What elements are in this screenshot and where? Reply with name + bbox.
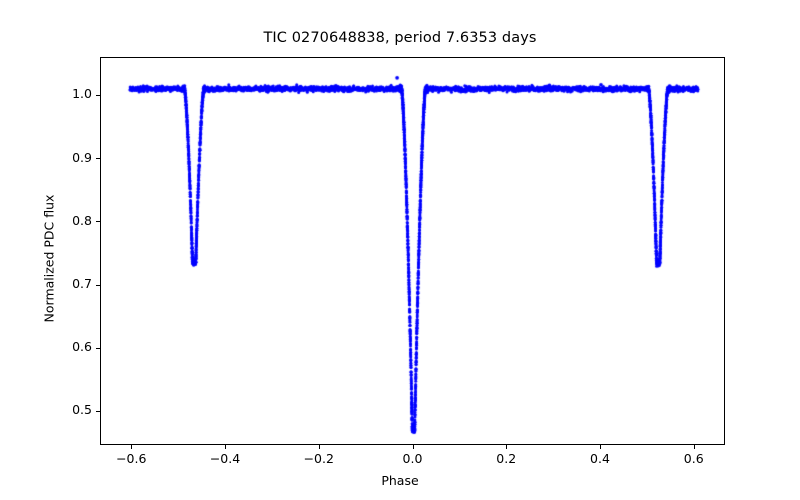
x-tick-label: 0.6 <box>683 451 704 466</box>
y-tick-label: 0.9 <box>72 149 92 165</box>
x-tick-label: −0.6 <box>116 451 147 466</box>
x-tick-mark <box>131 445 133 449</box>
y-tick-mark <box>96 410 100 412</box>
x-tick-label: −0.2 <box>303 451 334 466</box>
x-tick-label: −0.4 <box>209 451 241 466</box>
x-tick-mark <box>225 445 226 449</box>
scatter-plot-points <box>101 58 724 444</box>
y-tick-label: 0.6 <box>72 339 92 355</box>
x-tick-label: 0.4 <box>590 451 610 466</box>
y-tick-mark <box>96 284 100 286</box>
x-tick-label: 0.2 <box>496 451 517 466</box>
y-tick-label: 0.8 <box>72 212 92 228</box>
x-tick-mark <box>412 445 414 449</box>
chart-title: TIC 0270648838, period 7.6353 days <box>263 30 537 46</box>
x-tick-mark <box>599 445 601 449</box>
y-tick-label: 1.0 <box>72 86 92 102</box>
x-tick-mark <box>318 445 320 449</box>
x-tick-mark <box>693 445 695 449</box>
y-tick-mark <box>96 158 100 160</box>
plot-axes-area <box>100 57 725 445</box>
x-axis-label: Phase <box>381 473 419 488</box>
x-tick-label: 0.0 <box>402 451 423 466</box>
y-tick-label: 0.5 <box>72 402 92 418</box>
y-tick-mark <box>96 347 100 349</box>
y-axis-label: Normalized PDC flux <box>41 194 57 323</box>
y-tick-label: 0.7 <box>72 276 92 291</box>
y-tick-mark <box>96 94 100 96</box>
y-tick-mark <box>96 221 100 223</box>
x-tick-mark <box>506 445 508 449</box>
